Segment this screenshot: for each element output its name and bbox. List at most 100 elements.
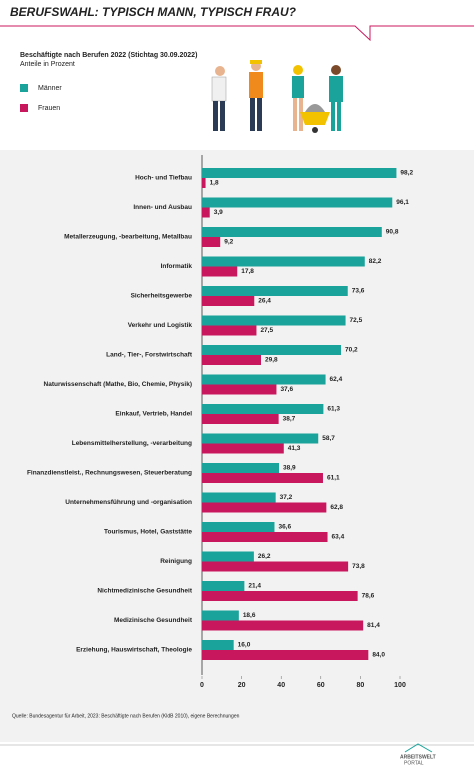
bar: [202, 266, 238, 277]
value-label: 96,1: [396, 199, 409, 206]
value-label: 38,9: [283, 465, 296, 472]
bar: [202, 640, 234, 650]
category-label: Finanzdienstleist., Rechnungswesen, Steu…: [27, 470, 192, 477]
category-label: Innen- und Ausbau: [133, 204, 192, 211]
bar: [202, 551, 254, 562]
category-label: Naturwissenschaft (Mathe, Bio, Chemie, P…: [44, 381, 192, 388]
bar: [202, 384, 277, 395]
value-label: 26,2: [258, 553, 271, 560]
value-label: 37,6: [280, 386, 293, 393]
x-tick-label: 0: [200, 682, 204, 689]
value-label: 18,6: [243, 612, 256, 619]
value-label: 37,2: [280, 494, 293, 501]
category-label: Land-, Tier-, Forstwirtschaft: [106, 352, 193, 359]
unit-note: Anteile in Prozent: [20, 61, 75, 68]
bar: [202, 325, 257, 336]
value-label: 36,6: [278, 524, 291, 531]
bar: [202, 492, 276, 503]
bar: [202, 610, 239, 621]
category-label: Reinigung: [160, 558, 192, 565]
legend-swatch: [20, 84, 28, 92]
bar: [202, 227, 382, 237]
bar: [202, 345, 341, 355]
bar: [202, 433, 319, 444]
category-label: Unternehmensführung und -organisation: [65, 499, 192, 506]
value-label: 70,2: [345, 347, 358, 354]
bar: [202, 561, 349, 572]
value-label: 82,2: [369, 258, 382, 265]
category-label: Sicherheitsgewerbe: [131, 293, 193, 300]
logo-text: PORTAL: [404, 760, 424, 766]
bar: [202, 178, 206, 188]
bar: [202, 650, 369, 660]
category-label: Metallerzeugung, -bearbeitung, Metallbau: [64, 234, 192, 241]
illustration: [211, 60, 343, 133]
x-tick-label: 60: [317, 682, 325, 689]
bar: [202, 296, 255, 306]
value-label: 62,8: [330, 504, 343, 511]
chart-title: BERUFSWAHL: TYPISCH MANN, TYPISCH FRAU?: [10, 5, 297, 19]
logo-icon: [404, 743, 433, 753]
value-label: 27,5: [260, 327, 273, 334]
bar: [202, 315, 346, 326]
category-label: Nichtmedizinische Gesundheit: [97, 588, 192, 595]
x-tick-label: 40: [277, 682, 285, 689]
value-label: 81,4: [367, 622, 380, 629]
value-label: 90,8: [386, 229, 399, 236]
bar: [202, 581, 245, 591]
category-label: Tourismus, Hotel, Gaststätte: [104, 529, 192, 536]
bar: [202, 591, 358, 601]
bar: [202, 502, 327, 513]
x-tick-label: 20: [238, 682, 246, 689]
legend-label: Männer: [38, 85, 62, 92]
value-label: 61,1: [327, 475, 340, 482]
category-label: Informatik: [161, 263, 193, 270]
value-label: 1,8: [210, 180, 219, 187]
value-label: 9,2: [224, 239, 233, 246]
value-label: 63,4: [332, 534, 345, 541]
subtitle: Beschäftigte nach Berufen 2022 (Stichtag…: [20, 52, 197, 59]
legend-swatch: [20, 104, 28, 112]
bar: [202, 256, 365, 267]
value-label: 29,8: [265, 357, 278, 364]
bar: [202, 355, 262, 365]
bar: [202, 286, 348, 296]
value-label: 73,8: [352, 563, 365, 570]
bar: [202, 463, 280, 473]
legend-label: Frauen: [38, 105, 60, 112]
category-label: Verkehr und Logistik: [128, 322, 193, 329]
bar: [202, 532, 328, 542]
value-label: 38,7: [283, 416, 296, 423]
bar: [202, 374, 326, 385]
value-label: 78,6: [362, 593, 375, 600]
bar: [202, 620, 364, 631]
bar: [202, 443, 284, 454]
value-label: 58,7: [322, 435, 335, 442]
category-label: Einkauf, Vertrieb, Handel: [115, 411, 192, 418]
value-label: 61,3: [327, 406, 340, 413]
bar: [202, 207, 210, 218]
value-label: 72,5: [350, 317, 363, 324]
bar: [202, 197, 393, 208]
header-line: [0, 25, 474, 42]
bar: [202, 522, 275, 532]
logo-text: ARBEITSWELT: [400, 754, 436, 760]
bar: [202, 473, 323, 483]
value-label: 73,6: [352, 288, 365, 295]
source: Quelle: Bundesagentur für Arbeit, 2023: …: [12, 713, 240, 719]
value-label: 84,0: [372, 652, 385, 659]
value-label: 98,2: [400, 170, 413, 177]
bar: [202, 168, 397, 178]
x-tick-label: 80: [357, 682, 365, 689]
x-tick-label: 100: [394, 682, 406, 689]
value-label: 16,0: [238, 642, 251, 649]
bar: [202, 414, 279, 424]
category-label: Medizinische Gesundheit: [114, 617, 193, 624]
value-label: 62,4: [330, 376, 343, 383]
category-label: Lebensmittelherstellung, -verarbeitung: [72, 440, 192, 447]
value-label: 3,9: [214, 209, 223, 216]
value-label: 41,3: [288, 445, 301, 452]
bar: [202, 237, 221, 247]
value-label: 21,4: [248, 583, 261, 590]
